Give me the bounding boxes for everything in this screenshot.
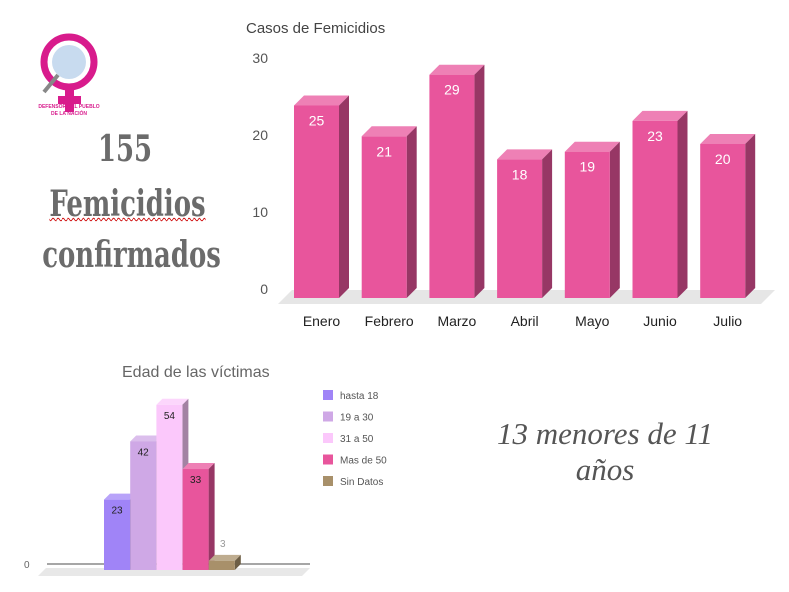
data-label: 3 [220,539,226,550]
legend-label: Sin Datos [340,477,383,488]
bar-top [208,554,241,561]
y-tick-label: 0 [260,281,268,297]
legend-label: 19 a 30 [340,413,374,424]
bar-top [497,149,553,160]
bar-side [542,149,553,298]
chart-casos: Casos de Femicidios 0 10 20 30 25 Enero 21 Febre… [246,20,775,329]
bar-top [104,493,136,500]
data-label: 21 [376,143,392,159]
data-label: 23 [647,128,663,144]
bar-top [700,134,756,144]
bar [361,136,407,298]
bar [564,151,610,298]
bar-top [294,95,349,106]
legend-swatch [323,411,333,422]
data-label: 54 [164,411,176,422]
legend-swatch [323,433,333,443]
bar-top [429,64,485,75]
headline-line2: confirmados [42,234,221,276]
bar-top [156,398,189,405]
legend-swatch [323,476,333,486]
logo-text: DE LA NACIÓN [51,109,87,117]
bar-side [234,554,241,570]
legend-label: 31 a 50 [340,434,374,445]
data-label: 20 [715,151,731,167]
legend-swatch [323,390,333,400]
bar [700,144,746,298]
x-tick-label: Marzo [437,313,476,329]
legend-label: Mas de 50 [340,456,387,467]
chart-title: Edad de las víctimas [122,364,270,381]
bar-side [406,126,417,298]
logo: DEFENSOR DEL PUEBLO DE LA NACIÓN [38,33,100,117]
bar [130,441,157,570]
bar-side [339,95,349,298]
chart-title: Casos de Femicidios [246,20,385,37]
x-tick-label: Enero [303,313,341,329]
legend-swatch [323,454,333,465]
bar [429,74,475,298]
y-tick-label: 0 [24,560,30,571]
x-tick-label: Julio [713,313,742,329]
data-label: 33 [190,475,202,486]
data-label: 29 [444,82,460,98]
bar-top [361,126,417,137]
data-label: 23 [111,506,123,517]
bar [294,105,339,298]
x-tick-label: Junio [643,313,677,329]
x-tick-label: Abril [511,313,539,329]
y-tick-label: 30 [252,50,268,66]
bar-top [182,463,215,470]
x-tick-label: Febrero [365,313,414,329]
bar [497,159,543,298]
data-label: 42 [138,447,150,458]
y-tick-label: 20 [252,127,268,143]
total-count: 155 [97,128,153,170]
bar [182,469,209,570]
bar-side [609,141,620,298]
bar [104,499,130,570]
bar-top [632,110,688,121]
bar-side [745,134,756,298]
bar [632,120,678,299]
bar [156,404,183,570]
y-tick-label: 10 [252,204,268,220]
bar [208,560,235,570]
bar-side [208,463,215,570]
legend-label: hasta 18 [340,391,379,402]
headline-line1: Femicidios [49,183,206,225]
bar-side [474,64,485,298]
data-label: 18 [512,166,528,182]
data-label: 25 [309,113,325,129]
note-text: 13 menores de 11 años [496,416,714,487]
logo-text: DEFENSOR DEL PUEBLO [38,104,99,110]
chart-edad: Edad de las víctimas 0 23 hasta 18 42 19 a 30… [24,364,387,576]
bar-top [130,435,163,442]
bar-top [564,141,620,152]
x-tick-label: Mayo [575,313,609,329]
data-label: 19 [580,159,596,175]
bar-side [677,110,688,299]
